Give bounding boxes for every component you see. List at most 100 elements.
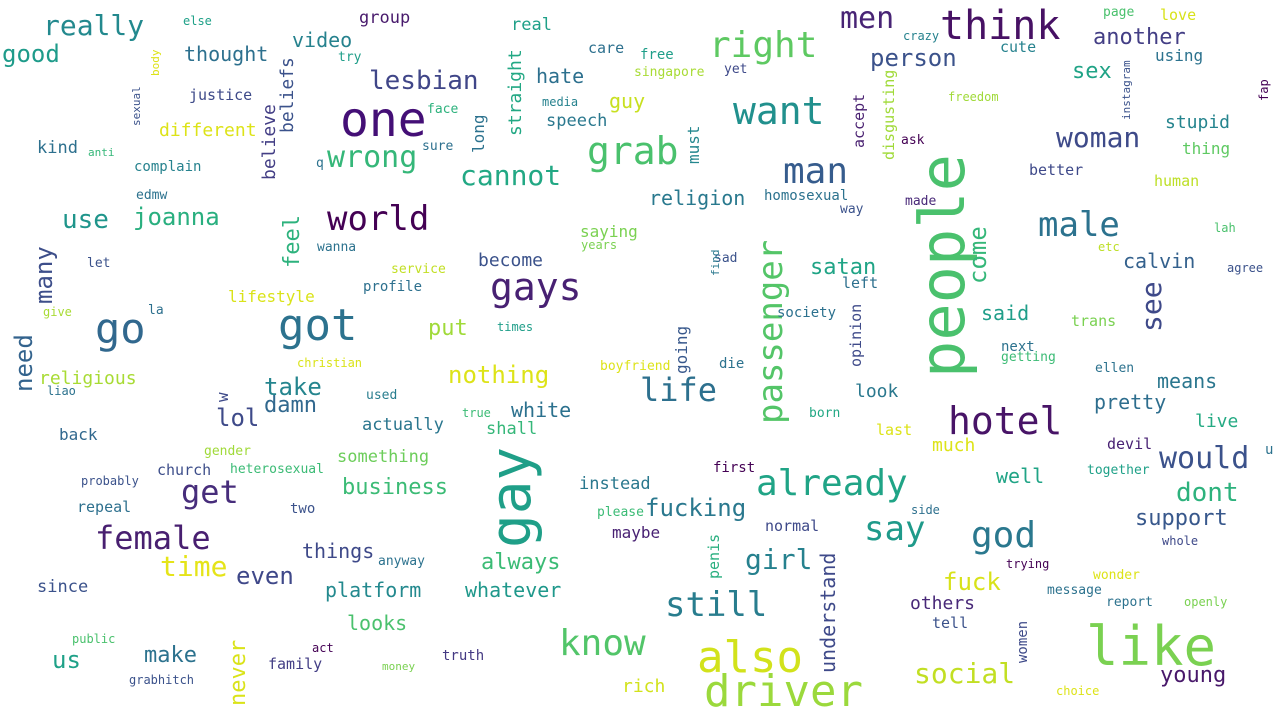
- word-trying: trying: [1006, 557, 1050, 571]
- word-get: get: [181, 473, 239, 511]
- word-disgusting: disgusting: [880, 69, 898, 160]
- word-person: person: [870, 44, 957, 72]
- word-wanna: wanna: [317, 240, 357, 255]
- word-free: free: [640, 47, 674, 63]
- word-dont: dont: [1176, 478, 1239, 508]
- word-homosexual: homosexual: [764, 188, 849, 204]
- word-speech: speech: [546, 111, 608, 131]
- word-kind: kind: [37, 138, 78, 158]
- word-since: since: [37, 577, 89, 597]
- word-yet: yet: [724, 62, 748, 77]
- word-normal: normal: [765, 517, 820, 535]
- word-woman: woman: [1056, 121, 1141, 154]
- word-life: life: [640, 371, 718, 409]
- word-nothing: nothing: [448, 361, 550, 389]
- word-young: young: [1160, 663, 1227, 688]
- word-justice: justice: [189, 86, 253, 104]
- word-already: already: [756, 463, 908, 504]
- word-beliefs: beliefs: [277, 57, 298, 133]
- word-grab: grab: [587, 129, 679, 173]
- word-first: first: [713, 460, 756, 476]
- word-public: public: [72, 632, 116, 646]
- word-gender: gender: [204, 444, 251, 459]
- word-else: else: [183, 14, 212, 28]
- word-accept: accept: [850, 93, 868, 148]
- word-long: long: [469, 114, 488, 153]
- word-getting: getting: [1001, 350, 1056, 365]
- word-singapore: singapore: [634, 65, 705, 80]
- word-lol: lol: [216, 404, 260, 432]
- word-put: put: [428, 316, 468, 341]
- word-live: live: [1195, 411, 1239, 432]
- word-times: times: [497, 320, 534, 334]
- word-together: together: [1087, 463, 1150, 478]
- word-lifestyle: lifestyle: [228, 287, 315, 306]
- word-video: video: [292, 28, 353, 52]
- word-la: la: [148, 303, 164, 318]
- word-let: let: [87, 256, 111, 271]
- word-going: going: [672, 325, 691, 374]
- word-time: time: [160, 550, 228, 583]
- word-instead: instead: [579, 474, 651, 494]
- word-driver: driver: [704, 666, 863, 717]
- word-sad: sad: [714, 251, 738, 266]
- word-calvin: calvin: [1123, 249, 1196, 273]
- word-said: said: [981, 301, 1030, 325]
- word-know: know: [559, 623, 646, 664]
- word-stupid: stupid: [1165, 112, 1231, 133]
- word-thought: thought: [184, 42, 269, 66]
- word-still: still: [665, 585, 768, 625]
- word-u: u: [1265, 442, 1274, 458]
- word-understand: understand: [816, 552, 840, 673]
- word-women: women: [1015, 620, 1031, 663]
- word-think: think: [940, 3, 1061, 49]
- word-find: find: [709, 249, 722, 277]
- word-give: give: [43, 305, 72, 319]
- word-looks: looks: [347, 611, 408, 635]
- word-damn: damn: [264, 393, 317, 418]
- word-gays: gays: [490, 265, 582, 309]
- word-w: w: [213, 392, 232, 402]
- word-wonder: wonder: [1093, 568, 1140, 583]
- word-side: side: [911, 503, 940, 517]
- word-real: real: [511, 15, 552, 35]
- word-service: service: [391, 262, 446, 277]
- word-using: using: [1155, 46, 1204, 65]
- word-message: message: [1047, 583, 1102, 598]
- word-back: back: [59, 425, 98, 444]
- word-last: last: [876, 421, 913, 439]
- word-opinion: opinion: [847, 303, 865, 367]
- word-complain: complain: [134, 159, 202, 175]
- word-boyfriend: boyfriend: [600, 359, 671, 374]
- word-make: make: [144, 643, 197, 668]
- word-others: others: [910, 593, 976, 614]
- word-fuck: fuck: [943, 568, 1001, 596]
- word-means: means: [1157, 369, 1218, 393]
- word-religious: religious: [39, 368, 137, 389]
- word-maybe: maybe: [612, 523, 661, 542]
- word-tell: tell: [932, 614, 969, 632]
- word-better: better: [1029, 161, 1084, 179]
- word-church: church: [157, 461, 212, 479]
- word-things: things: [302, 539, 375, 563]
- word-man: man: [783, 151, 849, 192]
- word-page: page: [1103, 5, 1135, 20]
- word-pretty: pretty: [1094, 390, 1167, 414]
- word-go: go: [95, 304, 146, 353]
- word-etc: etc: [1098, 240, 1120, 254]
- word-die: die: [719, 356, 745, 372]
- word-actually: actually: [362, 415, 444, 435]
- word-like: like: [1086, 615, 1217, 678]
- word-many: many: [30, 246, 58, 304]
- word-two: two: [290, 501, 316, 517]
- word-devil: devil: [1107, 435, 1153, 453]
- word-group: group: [359, 8, 411, 28]
- word-whole: whole: [1162, 534, 1199, 548]
- word-never: never: [226, 639, 251, 706]
- word-hate: hate: [536, 64, 585, 88]
- word-probably: probably: [81, 474, 139, 488]
- word-left: left: [842, 274, 879, 292]
- word-fucking: fucking: [645, 494, 747, 522]
- word-used: used: [366, 388, 398, 403]
